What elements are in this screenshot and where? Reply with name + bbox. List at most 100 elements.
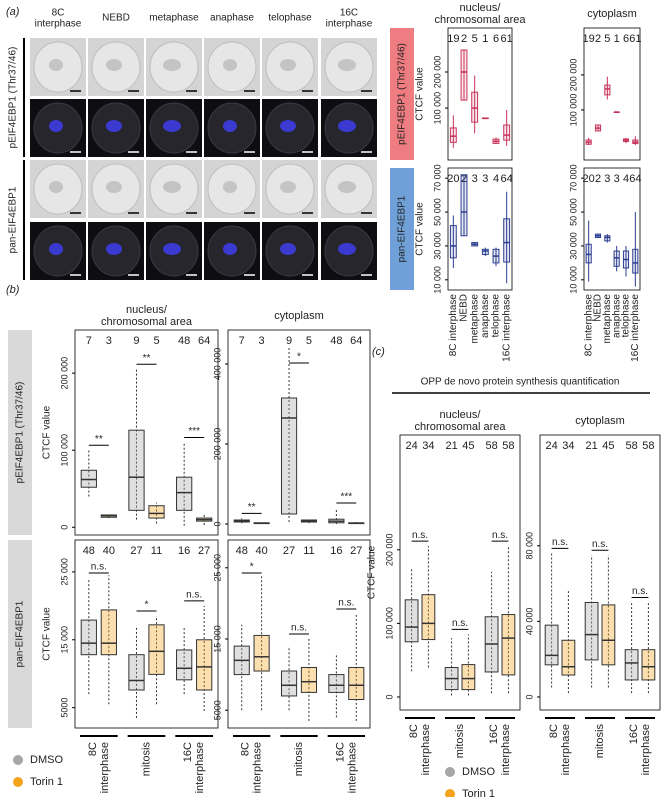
sample-count: 6 — [493, 33, 499, 45]
y-tick-label: 400 000 — [212, 348, 222, 381]
significance: n.s. — [91, 562, 107, 573]
sample-count: 2 — [595, 33, 601, 45]
y-tick-label: 0 — [59, 525, 69, 530]
significance: n.s. — [552, 537, 568, 548]
sample-count: 58 — [625, 440, 637, 452]
sample-count: 27 — [130, 545, 142, 557]
y-tick-label: 200 000 — [59, 357, 69, 390]
plot-frame — [399, 434, 521, 711]
box — [501, 614, 516, 676]
row-label: pan-EIF4EBP1 — [8, 186, 19, 253]
box — [80, 619, 97, 656]
sample-count: 3 — [259, 335, 265, 347]
y-tick-label: 25 000 — [59, 558, 69, 586]
significance: ** — [143, 353, 151, 364]
panel-title: OPP de novo protein synthesis quantifica… — [421, 377, 620, 388]
legend-swatch — [445, 767, 455, 777]
row-label: pan-EIF4EBP1 — [15, 600, 26, 667]
sample-count: 11 — [303, 545, 314, 557]
nucleus — [163, 243, 181, 255]
box — [585, 243, 592, 264]
sample-count: 6 — [623, 33, 629, 45]
sample-count: 19 — [447, 33, 459, 45]
x-tick-label: NEBD — [593, 294, 604, 322]
box — [604, 235, 611, 242]
chart-title: cytoplasm — [274, 310, 324, 322]
row-label-box — [390, 168, 414, 290]
box — [328, 674, 345, 693]
y-tick-label: 5000 — [212, 700, 222, 720]
nucleus — [280, 181, 296, 193]
sample-count: 4 — [623, 173, 629, 185]
significance: n.s. — [186, 589, 202, 600]
plot-frame — [74, 539, 219, 729]
nucleus — [49, 59, 63, 71]
sample-count: 24 — [545, 440, 557, 452]
sample-count: 2 — [595, 173, 601, 185]
row-label: pEIF4EBP1 (Thr37/46) — [15, 382, 26, 484]
box — [641, 649, 656, 681]
x-tick-label: telophase — [621, 294, 632, 338]
box — [404, 599, 419, 643]
significance: n.s. — [492, 530, 508, 541]
y-tick-label: 10 000 — [432, 266, 442, 294]
chart-title: cytoplasm — [587, 8, 637, 20]
row-label: pEIF4EBP1 (Thr37/46) — [397, 43, 408, 145]
nucleus — [338, 59, 356, 71]
nucleus — [49, 243, 63, 255]
sample-count: 3 — [604, 173, 610, 185]
legend-label: Torin 1 — [462, 788, 495, 797]
significance: * — [145, 600, 149, 611]
y-axis-label: CTCF value — [415, 67, 426, 121]
sample-count: 5 — [306, 335, 312, 347]
box — [461, 664, 476, 691]
plot-frame — [583, 27, 641, 161]
y-tick-label: 50 000 — [568, 198, 578, 226]
significance: n.s. — [338, 598, 354, 609]
y-axis-label: CTCF value — [415, 202, 426, 256]
sample-count: 64 — [350, 335, 362, 347]
box — [128, 654, 145, 691]
panel-label: (b) — [6, 284, 20, 296]
box — [100, 609, 117, 656]
significance: *** — [340, 492, 352, 503]
plot-frame — [227, 539, 371, 729]
plot-frame — [74, 329, 219, 536]
y-tick-label: 15 000 — [212, 625, 222, 653]
box — [280, 397, 298, 515]
plot-frame — [583, 167, 641, 291]
y-axis-label: CTCF value — [42, 405, 53, 459]
y-tick-label: 10 000 — [568, 266, 578, 294]
sample-count: 1 — [482, 33, 488, 45]
plot-frame — [539, 434, 661, 711]
box — [503, 218, 511, 263]
legend-label: Torin 1 — [30, 776, 63, 788]
sample-count: 3 — [614, 173, 620, 185]
y-tick-label: 200 000 — [212, 428, 222, 461]
sample-count: 1 — [614, 33, 620, 45]
box — [604, 84, 611, 96]
sample-count: 3 — [482, 173, 488, 185]
y-tick-label: 50 000 — [432, 198, 442, 226]
significance: n.s. — [291, 623, 307, 634]
sample-count: 5 — [472, 33, 478, 45]
box — [280, 670, 298, 697]
x-tick-label: 8Cinterphase — [548, 724, 572, 775]
sample-count: 24 — [405, 440, 417, 452]
box — [176, 476, 193, 511]
y-tick-label: 15 000 — [59, 626, 69, 654]
sample-count: 61 — [629, 33, 641, 45]
nucleus — [338, 243, 356, 255]
y-axis-label: CTCF value — [42, 607, 53, 661]
x-tick-label: mitosis — [140, 742, 152, 777]
sample-count: 9 — [133, 335, 139, 347]
x-tick-label: telophase — [491, 294, 502, 338]
plot-frame — [227, 329, 371, 536]
nucleus — [106, 243, 122, 255]
x-tick-label: anaphase — [611, 294, 622, 338]
sample-count: 16 — [330, 545, 342, 557]
nucleus — [280, 120, 296, 132]
box — [148, 505, 165, 519]
box — [544, 624, 559, 666]
